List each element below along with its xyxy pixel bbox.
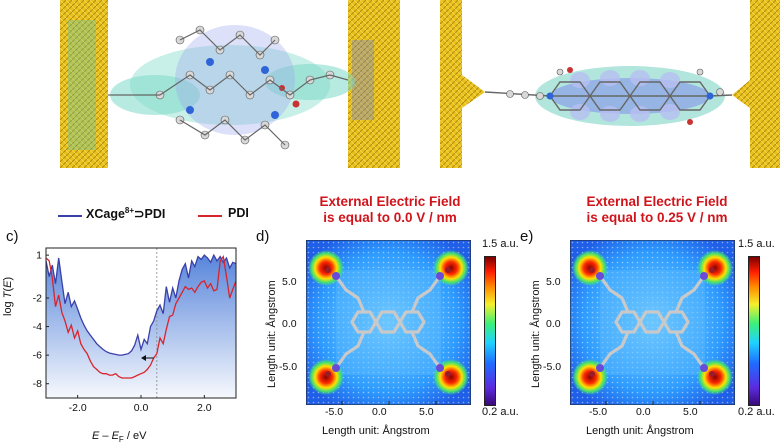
panel-d-xlabel: Length unit: Ångstrom [322,425,430,437]
panel-d-ylabel: Length unit: Ångstrom [266,280,278,388]
junction-right-image [440,0,780,168]
panel-d-cbar-max: 1.5 a.u. [482,238,519,250]
ytick-label: -6 [33,350,42,362]
panel-d-colorbar [484,256,496,406]
panel-e-ytick-top: 5.0 [546,276,561,288]
chart-xlabel: E – EF / eV [92,430,147,444]
panel-d-title: External Electric Field is equal to 0.0 V… [319,194,461,225]
panel-e-density-map [570,240,735,405]
panel-d-xtick-right: 5.0 [419,406,434,418]
pdi-series-line [45,254,237,379]
panel-d-density-map [306,240,471,405]
chart-ylabel: log T(E) [2,276,14,316]
panel-d-xtick-mid: 0.0 [372,406,387,418]
panel-e-xtick-mid: 0.0 [636,406,651,418]
xcage-series-line [45,253,237,356]
panel-d-cbar-min: 0.2 a.u. [482,406,519,418]
transmission-chart: 1 -2 -4 -6 -8 -2.0 0.0 2.0 [33,247,237,414]
legend-swatch-xcage [58,215,82,217]
panel-e-colorbar [748,256,760,406]
panel-c-label: c) [6,228,19,245]
ytick-label: 1 [36,250,42,262]
ytick-label: -4 [33,321,42,333]
panel-d-ytick-top: 5.0 [282,276,297,288]
legend-swatch-pdi [198,215,222,217]
xtick-label: -2.0 [69,402,87,414]
panel-e-xtick-right: 5.0 [683,406,698,418]
panel-e-cbar-min: 0.2 a.u. [738,406,775,418]
panel-d-label: d) [256,228,270,245]
panel-e-label: e) [520,228,534,245]
panel-d-ytick-mid: 0.0 [282,318,297,330]
xcage-area-fill [46,255,236,398]
panel-e-ylabel: Length unit: Ångstrom [530,280,542,388]
legend-label-pdi: PDI [228,206,249,220]
ytick-label: -2 [33,293,42,305]
xtick-label: 0.0 [134,402,149,414]
panel-e-cbar-max: 1.5 a.u. [738,238,775,250]
panel-d-ytick-bot: -5.0 [279,361,298,373]
legend: XCage8+⊃PDI PDI [58,206,258,224]
panel-d-xtick-left: -5.0 [325,406,344,418]
panel-e-xlabel: Length unit: Ångstrom [586,425,694,437]
panel-e-ytick-mid: 0.0 [546,318,561,330]
junction-left-image [60,0,400,168]
panel-e-title: External Electric Field is equal to 0.25 … [586,194,728,225]
ytick-label: -8 [33,378,42,390]
legend-label-xcage: XCage8+⊃PDI [86,206,166,222]
shift-arrow-head [141,355,146,361]
panel-e-ytick-bot: -5.0 [543,361,562,373]
panel-e-xtick-left: -5.0 [589,406,608,418]
xtick-label: 2.0 [197,402,212,414]
